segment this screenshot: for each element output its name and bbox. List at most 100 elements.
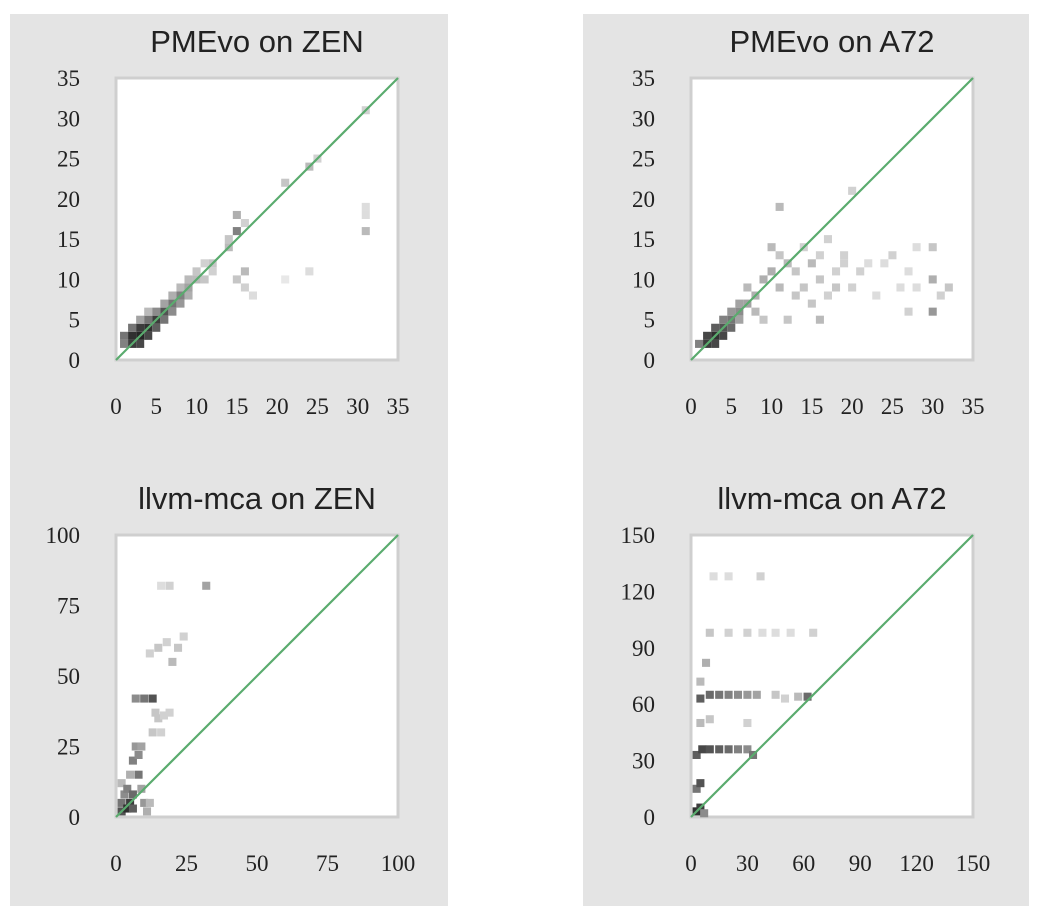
heatmap-cell [896,283,905,292]
heatmap-cell [162,638,171,647]
heatmap-cell [775,202,784,211]
heatmap-cell [120,339,129,348]
heatmap-cell [815,315,824,324]
y-tick-label: 100 [46,523,81,548]
heatmap-cell [815,275,824,284]
heatmap-cell [752,690,761,699]
heatmap-cell [692,784,701,793]
heatmap-cell [733,690,743,699]
x-tick-label: 30 [736,851,759,876]
x-tick-label: 15 [800,394,823,419]
heatmap-cell [208,267,217,276]
heatmap-cell [131,742,140,751]
y-tick-label: 15 [57,227,80,252]
heatmap-cell [151,708,160,717]
y-tick-label: 0 [69,348,81,373]
heatmap-cell [928,307,937,316]
heatmap-cell [791,267,800,276]
x-tick-label: 35 [387,394,410,419]
heatmap-cell [733,745,743,754]
heatmap-cell [767,243,776,252]
y-tick-label: 10 [57,267,80,292]
heatmap-cell [783,315,792,324]
heatmap-cell [128,323,137,332]
x-tick-label: 5 [726,394,738,419]
heatmap-cell [117,798,126,807]
heatmap-cell [152,307,161,316]
heatmap-cell [743,628,752,637]
heatmap-cell [735,299,744,308]
x-tick-label: 25 [306,394,329,419]
heatmap-cell [751,307,760,316]
heatmap-cell [232,210,241,219]
heatmap-cell [154,643,163,652]
heatmap-cell [864,259,873,268]
heatmap-cell [705,745,714,754]
heatmap-cell [944,283,953,292]
heatmap-cell [281,178,290,187]
heatmap-cell [775,251,784,260]
heatmap-cell [711,339,720,348]
heatmap-cell [240,219,249,228]
heatmap-cell [160,315,169,324]
heatmap-cell [184,275,193,284]
heatmap-cell [140,798,149,807]
heatmap-cell [807,259,816,268]
heatmap-cell [696,694,705,703]
x-tick-label: 5 [151,394,163,419]
heatmap-cell [815,251,824,260]
heatmap-cell [176,299,185,308]
heatmap-cell [771,690,780,699]
heatmap-cell [711,323,720,332]
heatmap-cell [719,315,728,324]
x-tick-label: 10 [185,394,208,419]
y-tick-label: 0 [644,805,656,830]
heatmap-cell [794,692,803,701]
heatmap-cell [832,283,841,292]
heatmap-cell [715,690,724,699]
heatmap-cell [698,745,707,754]
y-tick-label: 150 [621,523,656,548]
heatmap-cell [743,283,752,292]
heatmap-cell [709,572,718,581]
heatmap-cell [232,275,241,284]
heatmap-cell [840,251,849,260]
heatmap-cell [176,283,185,292]
x-tick-label: 120 [899,851,934,876]
heatmap-cell [240,283,249,292]
heatmap-cell [165,708,174,717]
heatmap-cell [696,718,705,728]
heatmap-cell [904,307,913,316]
x-tick-label: 20 [266,394,289,419]
x-tick-label: 100 [381,851,416,876]
heatmap-cell [724,628,733,637]
heatmap-cell [192,267,201,276]
heatmap-cell [719,331,728,340]
heatmap-cell [126,770,135,779]
heatmap-cell [743,718,752,728]
y-tick-label: 0 [69,805,81,830]
y-tick-label: 5 [69,308,81,333]
heatmap-cell [705,628,714,637]
heatmap-cell [137,742,146,751]
x-tick-label: 0 [685,851,697,876]
heatmap-cell [715,745,724,754]
heatmap-cell [240,267,249,276]
heatmap-cell [724,745,733,754]
heatmap-cell [136,323,145,332]
heatmap-cell [848,186,857,195]
heatmap-cell [840,259,849,268]
y-tick-label: 60 [632,692,655,717]
chart-1: PMEvo on ZEN 0 5 10 15 20 25 30 35 0 5 10 15 20 25 30 35 [57,24,410,419]
heatmap-cell [912,243,921,252]
heatmap-cell [696,779,705,788]
heatmap-cell [743,745,752,754]
x-tick-label: 75 [316,851,339,876]
diagonal-line [115,77,399,361]
chart-4: llvm-mca on A72 0 30 60 90 120 150 0 30 60 90 120 15… [621,481,991,876]
heatmap-cell [159,711,168,720]
heatmap-cell [232,227,241,236]
heatmap-cell [168,291,177,300]
heatmap-cell [809,628,818,637]
heatmap-cell [727,307,736,316]
